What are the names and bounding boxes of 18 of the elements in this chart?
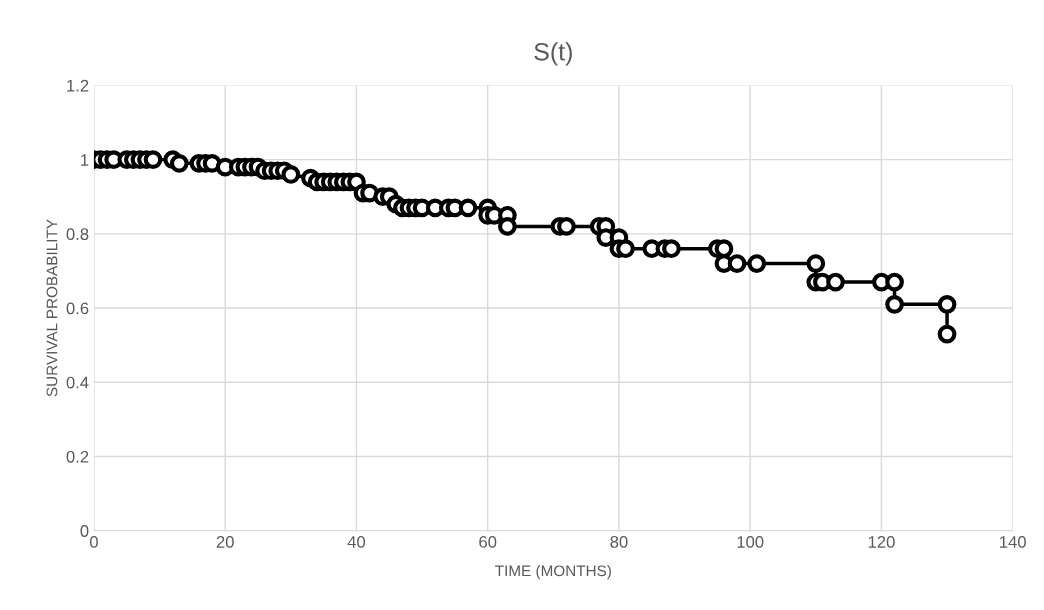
y-tick-label: 0.8 — [66, 228, 89, 241]
x-tick-label: 40 — [347, 536, 366, 548]
y-tick-label: 0.6 — [66, 302, 89, 315]
x-axis-title: TIME (MONTHS) — [495, 564, 611, 580]
y-axis-title: SURVIVAL PROBABILITY — [46, 219, 58, 397]
x-tick-label: 20 — [216, 536, 234, 548]
y-tick-label: 1.2 — [67, 79, 89, 92]
chart-title: S(t) — [534, 42, 572, 66]
x-tick-label: 60 — [479, 536, 497, 548]
x-tick-label: 0 — [89, 536, 98, 548]
x-tick-label: 80 — [610, 536, 628, 548]
y-tick-label: 0.4 — [66, 376, 89, 389]
y-tick-label: 0.2 — [66, 450, 89, 463]
x-tick-label: 100 — [737, 536, 764, 548]
x-tick-label: 120 — [868, 536, 895, 548]
y-tick-label: 0 — [80, 525, 89, 537]
x-tick-label: 140 — [1000, 536, 1026, 548]
y-tick-label: 1 — [81, 154, 89, 166]
